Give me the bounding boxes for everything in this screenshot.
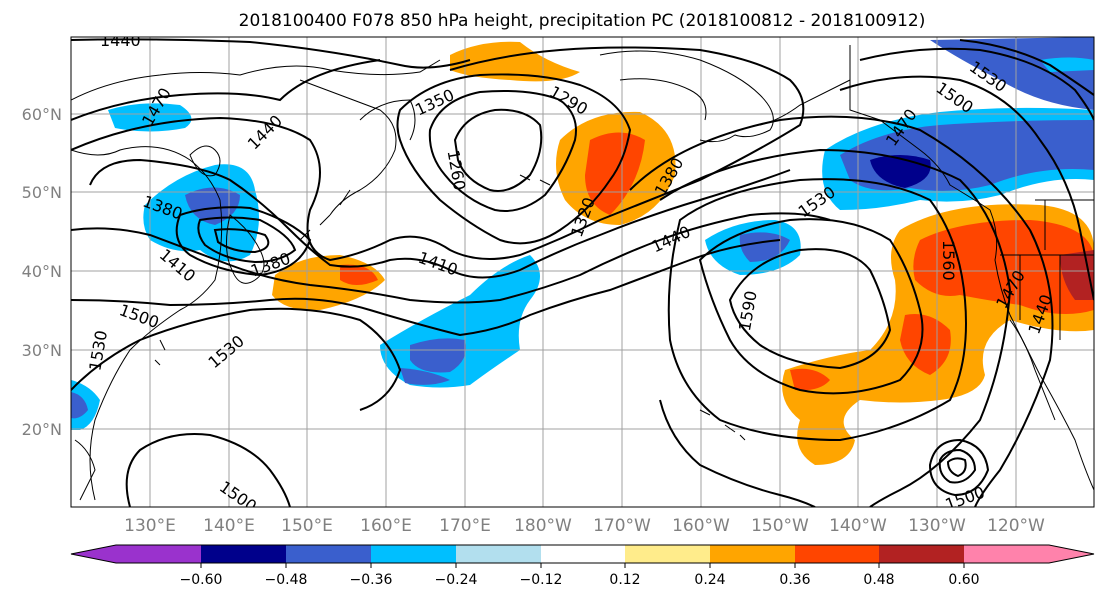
coastlines: [71, 45, 1094, 501]
colorbar-tick-label: 0.60: [948, 572, 979, 588]
colorbar: −0.60 −0.48 −0.36 −0.24 −0.12 0.12 0.24 …: [70, 544, 1095, 588]
lon-label: 170°E: [439, 516, 491, 536]
map-frame: [70, 36, 1095, 508]
lon-label: 160°E: [360, 516, 412, 536]
shade-red-subtropics: [900, 314, 951, 375]
map-panel: 1440 1470 1440 1350 1290 1260 1380 1320 …: [71, 31, 1094, 507]
lon-label: 130°E: [124, 516, 176, 536]
colorbar-tick-label: −0.24: [435, 572, 478, 588]
colorbar-tick-label: −0.12: [520, 572, 563, 588]
shade-red-small-1: [790, 368, 830, 391]
colorbar-extend-low: [71, 545, 116, 563]
colorbar-bin: [286, 545, 371, 563]
colorbar-tick-label: 0.24: [694, 572, 725, 588]
colorbar-bin: [625, 545, 710, 563]
colorbar-bin: [201, 545, 286, 563]
shade-blue-alaska: [930, 37, 1094, 110]
colorbar-bin: [116, 545, 201, 563]
colorbar-bin: [879, 545, 964, 563]
colorbar-bin: [795, 545, 879, 563]
lon-label: 140°E: [203, 516, 255, 536]
contour-label: 1560: [939, 240, 958, 281]
map-title: 2018100400 F078 850 hPa height, precipit…: [239, 11, 926, 31]
colorbar-tick-label: 0.48: [863, 572, 894, 588]
height-contours: [71, 38, 1094, 507]
latitude-labels: 60°N 50°N 40°N 30°N 20°N: [22, 105, 62, 439]
longitude-labels: 130°E 140°E 150°E 160°E 170°E 180°W 170°…: [124, 516, 1045, 536]
lon-label: 150°E: [281, 516, 333, 536]
colorbar-tick-label: 0.36: [779, 572, 810, 588]
lon-label: 140°W: [829, 516, 887, 536]
shade-orange-bering: [450, 41, 580, 82]
lat-label: 20°N: [22, 420, 62, 439]
colorbar-bin: [456, 545, 541, 563]
colorbar-bin: [964, 545, 1049, 563]
lat-label: 30°N: [22, 341, 62, 360]
colorbar-tick-label: −0.36: [350, 572, 393, 588]
contour-label: 1440: [100, 31, 141, 50]
lon-label: 120°W: [987, 516, 1045, 536]
colorbar-bin: [371, 545, 456, 563]
colorbar-outline: [70, 544, 1095, 564]
lat-label: 50°N: [22, 183, 62, 202]
lon-label: 130°W: [908, 516, 966, 536]
map-gridlines: [71, 37, 1094, 507]
lat-label: 40°N: [22, 262, 62, 281]
colorbar-bin: [710, 545, 795, 563]
colorbar-tick-label: −0.48: [265, 572, 308, 588]
lon-label: 170°W: [593, 516, 651, 536]
lat-label: 60°N: [22, 105, 62, 124]
colorbar-bin: [541, 545, 625, 563]
colorbar-ticks: [200, 563, 965, 568]
colorbar-extend-high: [1049, 545, 1094, 563]
colorbar-tick-label: 0.12: [609, 572, 640, 588]
lon-label: 180°W: [514, 516, 572, 536]
shade-red-japan-east: [340, 264, 378, 285]
lon-label: 160°W: [672, 516, 730, 536]
lon-label: 150°W: [751, 516, 809, 536]
colorbar-tick-label: −0.60: [180, 572, 223, 588]
